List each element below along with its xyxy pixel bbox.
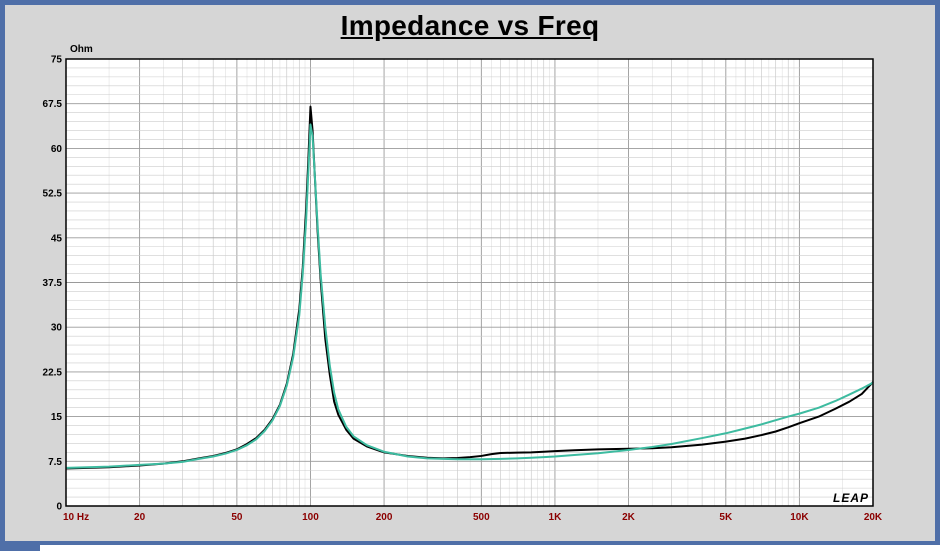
x-tick-label: 50 [231,512,243,523]
chart-title: Impedance vs Freq [340,10,600,41]
y-tick-label: 30 [51,323,63,334]
leap-watermark: LEAP [833,491,869,505]
y-tick-label: 0 [56,502,62,513]
x-tick-label: 20K [864,512,883,523]
x-tick-label: 20 [134,512,146,523]
y-tick-label: 52.5 [43,189,63,200]
grid-lines [65,58,874,507]
x-tick-label: 5K [719,512,733,523]
y-tick-label: 45 [51,233,63,244]
y-axis-label: Ohm [70,44,93,55]
x-tick-label: 1K [549,512,563,523]
x-tick-label: 200 [376,512,393,523]
x-tick-label: 100 [302,512,319,523]
y-tick-label: 7.5 [48,457,62,468]
y-tick-labels: 0 7.5 15 22.5 30 37.5 45 52.5 60 67.5 75 [43,55,63,513]
y-tick-label: 60 [51,144,63,155]
y-tick-label: 67.5 [43,99,63,110]
series-line-2 [65,123,874,469]
x-tick-label: 500 [473,512,490,523]
y-tick-label: 37.5 [43,278,63,289]
y-tick-label: 15 [51,412,63,423]
plot-border [65,58,874,507]
y-tick-label: 75 [51,55,63,66]
bottom-strip [40,545,940,551]
x-tick-label: 10K [790,512,809,523]
x-tick-label: 2K [622,512,636,523]
series-lines [65,105,874,470]
x-tick-label: 10 Hz [63,512,89,523]
x-tick-labels: 10 Hz 20 50 100 200 500 1K 2K 5K 10K 20K [63,512,883,523]
y-tick-label: 22.5 [43,367,63,378]
